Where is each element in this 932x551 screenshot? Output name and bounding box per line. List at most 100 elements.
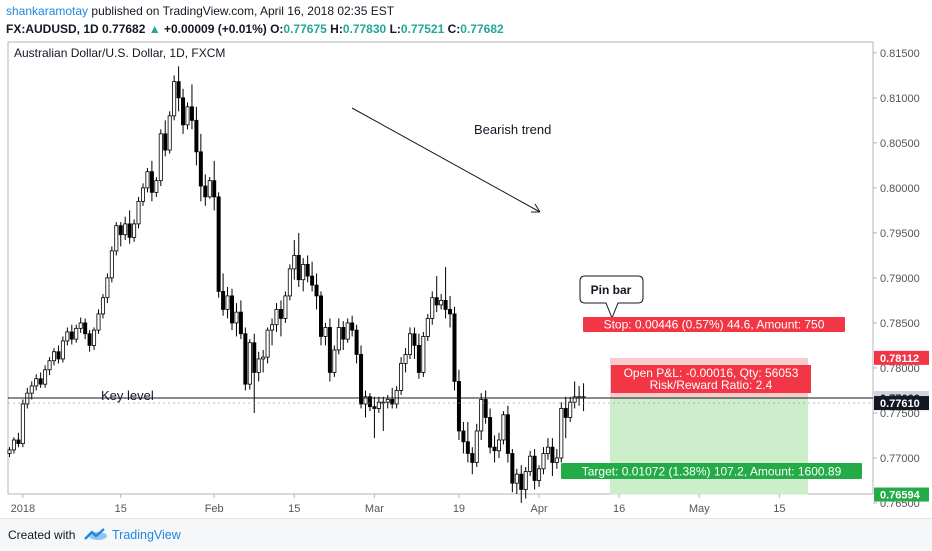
candle (136, 200, 141, 225)
candle (207, 180, 212, 198)
candle (69, 331, 74, 340)
change-arrow-icon: ▲ (148, 22, 161, 36)
candle (488, 417, 493, 448)
candle (56, 351, 61, 360)
x-tick-label: 16 (613, 503, 625, 515)
x-tick-label: Feb (205, 503, 224, 515)
candle (229, 295, 234, 324)
high-value: 0.77830 (342, 22, 387, 36)
candle (541, 453, 546, 470)
risk-reward-label: Risk/Reward Ratio: 2.4 (650, 378, 773, 392)
candle (149, 171, 154, 193)
x-tick-label: 15 (288, 503, 300, 515)
tradingview-brand[interactable]: TradingView (112, 528, 181, 542)
candle (43, 369, 48, 385)
stop-label: Stop: 0.00446 (0.57%) 44.6, Amount: 750 (604, 318, 825, 332)
chart-title: Australian Dollar/U.S. Dollar, 1D, FXCM (14, 46, 225, 60)
publish-info: published on TradingView.com, April 16, … (91, 4, 395, 18)
y-tick-label: 0.78500 (880, 318, 920, 330)
candle (376, 401, 381, 409)
candle (532, 455, 537, 481)
candle (390, 399, 395, 405)
candle (461, 430, 466, 443)
candle (292, 254, 297, 270)
stop-label-box (583, 317, 845, 332)
candle (505, 414, 510, 454)
candle (510, 453, 515, 484)
trend-arrow-head (531, 203, 541, 213)
candle (492, 446, 497, 452)
author-link[interactable]: shankaramotay (6, 4, 89, 18)
stop-price-tag-box (874, 350, 929, 365)
candle (332, 349, 337, 373)
publish-line: shankaramotay published on TradingView.c… (6, 3, 926, 20)
candle (194, 119, 199, 153)
candle (65, 331, 70, 342)
candle (181, 97, 186, 126)
candle (327, 327, 332, 373)
pin-bar-callout (579, 275, 644, 320)
close-value: 0.77682 (460, 22, 504, 36)
candle (550, 446, 555, 463)
candle (439, 300, 444, 306)
candle (470, 453, 475, 463)
candle (238, 311, 243, 335)
candle (519, 473, 524, 490)
low-value: 0.77521 (400, 22, 445, 36)
candle (394, 390, 399, 405)
candle (443, 300, 448, 310)
candle (479, 399, 484, 432)
candle (163, 133, 168, 151)
candle (310, 275, 315, 286)
candle (16, 439, 21, 444)
candles (7, 66, 586, 504)
candle (7, 449, 12, 454)
chart-header: shankaramotay published on TradingView.c… (6, 3, 926, 39)
candle (185, 106, 190, 126)
target-zone (610, 398, 808, 495)
chart-canvas[interactable]: Australian Dollar/U.S. Dollar, 1D, FXCM … (0, 0, 932, 518)
y-tick-label: 0.79500 (880, 228, 920, 240)
candle (52, 351, 57, 362)
candle (11, 439, 16, 451)
candle (243, 333, 248, 385)
candle (216, 196, 221, 292)
candle (278, 309, 283, 319)
target-label-box (561, 463, 862, 479)
candle (265, 329, 270, 358)
change-value: +0.00009 (+0.01%) (163, 22, 267, 36)
candle (60, 340, 65, 360)
candle (568, 401, 573, 418)
candle (354, 329, 359, 355)
candle (38, 378, 43, 385)
footer-bar: Created with TradingView (0, 518, 932, 551)
pnl-label: Open P&L: -0.00016, Qty: 56053 (624, 366, 799, 380)
pnl-box (611, 365, 811, 393)
time-axis[interactable]: 2018 15 Feb 15 Mar 19 Apr 16 May 15 (11, 494, 786, 515)
price-axis[interactable]: 0.81500 0.81000 0.80500 0.80000 0.79500 0.790… (873, 48, 929, 510)
candle (20, 403, 25, 444)
candle (421, 336, 426, 373)
candle (29, 385, 34, 394)
candle (225, 295, 230, 310)
candle (430, 297, 435, 319)
candle (554, 457, 559, 463)
candle (274, 309, 279, 326)
y-tick-label: 0.78000 (880, 363, 920, 375)
symbol-label: FX:AUDUSD, 1D (6, 22, 99, 36)
candle (105, 277, 110, 299)
overlay: Bearish trend Key level Pin bar Stop: 0.004… (8, 107, 873, 479)
candle (425, 318, 430, 337)
x-tick-label: 15 (773, 503, 785, 515)
candle (118, 225, 123, 236)
candle (367, 396, 372, 408)
candle (434, 297, 439, 306)
candle (545, 446, 550, 454)
candle (456, 381, 461, 432)
y-tick-label: 0.81000 (880, 93, 920, 105)
candle (314, 284, 319, 297)
candle (256, 358, 261, 373)
candle (372, 406, 377, 409)
candle (483, 399, 488, 418)
target-price-tag-box (874, 487, 929, 502)
